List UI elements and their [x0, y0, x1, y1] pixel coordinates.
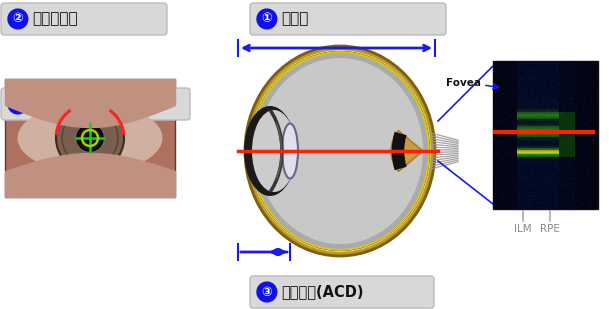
Ellipse shape [244, 106, 296, 196]
Text: 前房深度(ACD): 前房深度(ACD) [281, 285, 363, 299]
Ellipse shape [245, 46, 435, 256]
Text: ILM: ILM [514, 224, 532, 234]
FancyBboxPatch shape [250, 3, 446, 35]
FancyBboxPatch shape [250, 276, 434, 308]
Ellipse shape [282, 124, 298, 179]
Text: 角膜横径（WTW）: 角膜横径（WTW） [32, 96, 127, 112]
Wedge shape [391, 130, 423, 171]
Circle shape [8, 94, 28, 114]
Text: Fovea: Fovea [446, 78, 481, 88]
Ellipse shape [248, 49, 432, 253]
FancyBboxPatch shape [1, 3, 167, 35]
Ellipse shape [250, 51, 430, 251]
Text: 角膜屈折力: 角膜屈折力 [32, 11, 77, 27]
Circle shape [8, 9, 28, 29]
Ellipse shape [77, 125, 103, 151]
Bar [493, 61, 598, 209]
Ellipse shape [18, 103, 163, 173]
Ellipse shape [56, 104, 124, 172]
Ellipse shape [252, 53, 428, 249]
FancyBboxPatch shape [1, 88, 190, 120]
Text: ①: ① [262, 12, 272, 26]
Text: RPE: RPE [540, 224, 560, 234]
Ellipse shape [252, 110, 296, 192]
Text: ②: ② [13, 12, 23, 26]
Circle shape [257, 282, 276, 302]
Text: ③: ③ [262, 286, 272, 298]
Text: ④: ④ [13, 98, 23, 111]
Text: 眼軸長: 眼軸長 [281, 11, 308, 27]
Bar [5, 79, 175, 197]
Ellipse shape [257, 58, 423, 244]
Circle shape [257, 9, 276, 29]
